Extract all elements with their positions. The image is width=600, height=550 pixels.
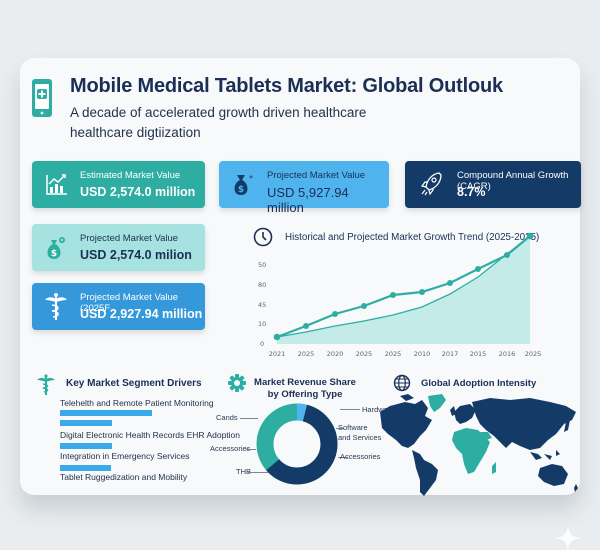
caduceus-icon [37,374,55,395]
label-accessories-left: Accessories [210,444,251,453]
label-thb: THB [236,467,251,476]
page-subtitle: A decade of accelerated growth driven he… [70,103,410,143]
driver-bar-emergency [60,443,112,449]
svg-text:80: 80 [258,281,266,289]
svg-text:2015: 2015 [470,350,487,358]
label-software-services: Software and Services [338,423,381,443]
label-hardware: Hardware [362,405,395,414]
kpi-cagr: Compound Annual Growth (CAGR) 8.7% [405,161,581,208]
revenue-title-line-1: Market Revenue Share [254,377,356,388]
kpi-projected-market-value-2: $ Projected Market Value USD 2,574.0 mil… [32,224,205,271]
svg-text:10: 10 [258,320,266,328]
svg-text:2016: 2016 [499,350,516,358]
money-bag-icon: $ [47,237,65,259]
svg-text:2025: 2025 [298,350,315,358]
kpi-value: USD 2,574.0 million [80,185,196,199]
label-software-line1: Software [338,423,368,432]
driver-label-telehealth: Telehelth and Remote Patient Monitoring [60,398,214,408]
label-software-line2: and Services [338,433,382,442]
kpi-label: Compound Annual Growth (CAGR) [457,170,569,192]
revenue-share-title: Market Revenue Share by Offering Type [253,377,357,401]
caduceus-icon [45,293,67,320]
svg-text:2021: 2021 [269,350,286,358]
svg-text:45: 45 [258,301,266,309]
svg-text:*: * [249,174,253,183]
leader-line [338,457,348,458]
rocket-icon [420,172,442,196]
leader-line [246,449,256,450]
gear-icon [228,374,246,392]
revenue-donut-chart [256,403,338,485]
svg-text:2020: 2020 [327,350,344,358]
svg-text:0: 0 [260,340,264,348]
subtitle-line-1: A decade of accelerated growth driven he… [70,105,367,120]
leader-line [240,418,258,419]
driver-label-emergency: Integration in Emergency Services [60,451,190,461]
driver-bar-ruggedization [60,465,111,471]
svg-text:$: $ [51,249,57,259]
driver-bar-ehr [60,420,112,426]
growth-chart-title: Historical and Projected Market Growth T… [285,232,540,243]
driver-label-ehr: Digital Electronic Health Records EHR Ad… [60,430,241,440]
driver-label-ruggedization: Tablet Ruggedization and Mobility [60,472,188,482]
svg-text:2025: 2025 [525,350,542,358]
driver-bar-telehealth [60,410,152,416]
svg-text:2025: 2025 [356,350,373,358]
growth-line-chart: 50 80 45 10 0 2021 2025 2020 2025 2025 2010 … [258,232,542,358]
kpi-projected-market-value: $ * Projected Market Value USD 5,927.94 … [219,161,389,215]
subtitle-line-2: healthcare digtiization [70,125,201,140]
kpi-value: USD 2,574.0 milion [80,248,192,262]
drivers-title: Key Market Segment Drivers [66,378,202,389]
svg-text:$: $ [238,185,244,195]
kpi-value: USD 2,927.94 million [80,307,203,321]
page-title: Mobile Medical Tablets Market: Global Ou… [70,75,503,97]
svg-text:2025: 2025 [385,350,402,358]
leader-line [336,428,344,429]
globe-icon [393,374,411,392]
tablet-medical-icon [32,79,52,117]
kpi-label: Projected Market Value [80,233,179,244]
kpi-value: 8.7% [457,185,486,199]
kpi-label: Estimated Market Value [80,170,181,181]
svg-text:2010: 2010 [414,350,431,358]
kpi-projected-market-value-2025f: Projected Market Value (2025F USD 2,927.… [32,283,205,330]
kpi-estimated-market-value: Estimated Market Value USD 2,574.0 milli… [32,161,205,208]
bar-chart-growth-icon [46,174,67,195]
svg-text:50: 50 [258,261,266,269]
kpi-value: USD 5,927.94 million [267,185,349,215]
kpi-label: Projected Market Value [267,170,366,181]
kpi-label: Projected Market Value (2025F [80,292,179,314]
label-accessories-right: Accessories [340,452,381,461]
sparkle-icon [555,525,581,550]
revenue-title-line-2: by Offering Type [267,389,343,400]
clock-icon [253,227,273,247]
world-map [380,394,578,496]
adoption-title: Global Adoption Intensity [421,378,537,389]
leader-line [340,409,360,410]
svg-text:2017: 2017 [442,350,459,358]
leader-line [248,472,268,473]
money-bag-icon: $ * [234,174,253,195]
label-cands: Cands [216,413,238,422]
